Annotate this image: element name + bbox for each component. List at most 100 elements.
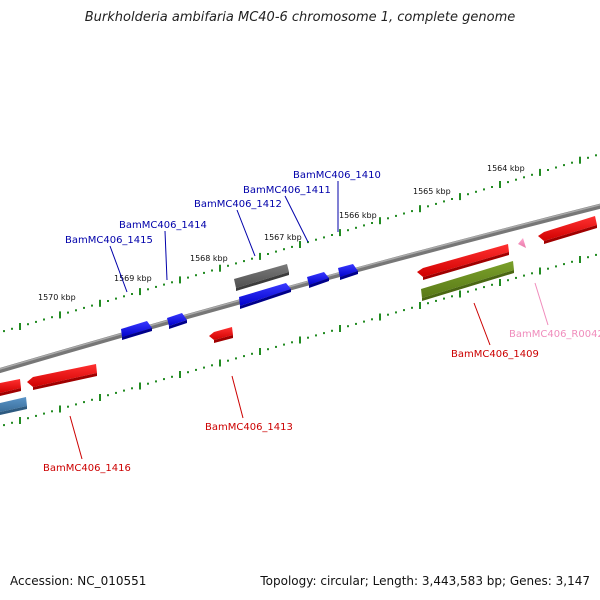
inner-tick-minor [355, 322, 357, 325]
inner-tick-major [499, 279, 501, 286]
gene-label-1415[interactable]: BamMC406_1415 [65, 235, 153, 246]
map-title: Burkholderia ambifaria MC40-6 chromosome… [84, 10, 516, 25]
outer-tick-minor [211, 269, 213, 272]
outer-tick-major [419, 205, 421, 213]
leader-R0042 [534, 282, 549, 326]
inner-tick-major [259, 348, 261, 355]
feature-cds-1416[interactable] [27, 364, 97, 387]
feature-cds-1408[interactable] [538, 216, 597, 241]
scale-label-1570: 1570 kbp [38, 293, 76, 302]
gene-label-1409[interactable]: BamMC406_1409 [451, 349, 539, 360]
inner-tick-major [299, 336, 301, 344]
gene-label-1410[interactable]: BamMC406_1410 [293, 170, 381, 181]
inner-tick-minor [91, 398, 93, 401]
outer-tick-major [379, 217, 381, 225]
gene-label-1416[interactable]: BamMC406_1416 [43, 463, 131, 474]
outer-tick-minor [443, 200, 445, 203]
outer-tick-minor [451, 198, 453, 200]
inner-tick-minor [411, 306, 413, 309]
outer-tick-minor [291, 245, 293, 248]
feature-cds-1411[interactable] [307, 272, 329, 285]
outer-tick-minor [563, 164, 565, 167]
inner-tick-major [419, 302, 421, 309]
outer-tick-minor [587, 156, 589, 159]
outer-tick-major [219, 264, 221, 272]
inner-tick-minor [67, 405, 69, 408]
gene-label-1412[interactable]: BamMC406_1412 [194, 199, 282, 210]
inner-tick-minor [435, 299, 437, 302]
feature-cds-1414[interactable] [167, 313, 187, 326]
inner-tick-minor [467, 290, 469, 293]
outer-tick-minor [347, 229, 349, 232]
inner-tick-minor [475, 288, 477, 291]
outer-tick-minor [523, 176, 525, 179]
gene-label-R0042[interactable]: BamMC406_R0042 [509, 329, 600, 340]
outer-tick-minor [51, 316, 53, 319]
outer-tick-minor [275, 250, 277, 253]
feature-cds-1417[interactable] [0, 379, 21, 393]
scale-label-1567: 1567 kbp [264, 233, 302, 242]
inner-tick-major [339, 325, 341, 332]
inner-tick-minor [515, 276, 517, 279]
outer-tick-major [139, 288, 141, 296]
outer-tick-major [339, 229, 341, 237]
feature-other-1416[interactable] [0, 397, 27, 412]
scale-label-1568: 1568 kbp [190, 254, 228, 263]
outer-tick-minor [283, 248, 285, 251]
feature-pseudo-1412[interactable] [234, 264, 289, 288]
outer-tick-minor [83, 306, 85, 309]
outer-tick-minor [547, 169, 549, 171]
inner-tick-minor [315, 334, 317, 337]
outer-tick-minor [467, 193, 469, 196]
outer-tick-minor [163, 283, 165, 286]
inner-tick-minor [235, 357, 237, 360]
outer-tick-minor [147, 288, 149, 291]
inner-tick-minor [35, 414, 37, 417]
inner-tick-minor [195, 368, 197, 371]
inner-tick-minor [283, 343, 285, 346]
scale-label-1565: 1565 kbp [413, 187, 451, 196]
feature-misc-1409[interactable] [421, 261, 514, 298]
feature-cds-1415[interactable] [121, 321, 152, 337]
inner-tick-minor [363, 320, 365, 323]
inner-tick-minor [43, 412, 45, 415]
inner-tick-major [19, 417, 21, 424]
inner-tick-minor [403, 309, 405, 312]
inner-tick-minor [443, 297, 445, 300]
gene-label-1411[interactable]: BamMC406_1411 [243, 185, 331, 196]
feature-cds-1412[interactable] [239, 283, 291, 306]
outer-tick-minor [371, 222, 373, 224]
feature-cds-1409[interactable] [417, 244, 509, 277]
outer-tick-major [539, 168, 541, 176]
inner-tick-minor [243, 355, 245, 358]
inner-tick-minor [571, 260, 573, 263]
outer-tick-major [59, 311, 61, 319]
gene-label-1414[interactable]: BamMC406_1414 [119, 220, 207, 231]
inner-tick-minor [51, 410, 53, 413]
outer-tick-minor [475, 190, 477, 193]
leader-1409 [473, 302, 491, 346]
outer-tick-major [99, 299, 101, 307]
outer-tick-minor [571, 161, 573, 164]
feature-rna-R0042[interactable] [518, 238, 526, 248]
gene-label-1413[interactable]: BamMC406_1413 [205, 422, 293, 433]
features [0, 216, 597, 415]
inner-tick-minor [3, 424, 5, 427]
outer-tick-minor [595, 154, 597, 157]
feature-cds-1410[interactable] [338, 264, 358, 277]
outer-tick-major [459, 193, 461, 201]
inner-tick-minor [395, 311, 397, 314]
inner-tick-minor [27, 417, 29, 420]
inner-tick-minor [75, 403, 77, 406]
inner-tick-minor [371, 318, 373, 321]
outer-tick-minor [3, 330, 5, 333]
outer-tick-minor [171, 281, 173, 284]
outer-tick-minor [155, 285, 157, 288]
inner-tick-minor [331, 329, 333, 332]
inner-tick-minor [115, 391, 117, 394]
feature-cds-1413[interactable] [209, 327, 233, 340]
inner-tick-minor [203, 366, 205, 369]
accession-text: Accession: NC_010551 [10, 574, 147, 588]
inner-tick-minor [307, 336, 309, 339]
outer-tick-minor [11, 327, 13, 330]
